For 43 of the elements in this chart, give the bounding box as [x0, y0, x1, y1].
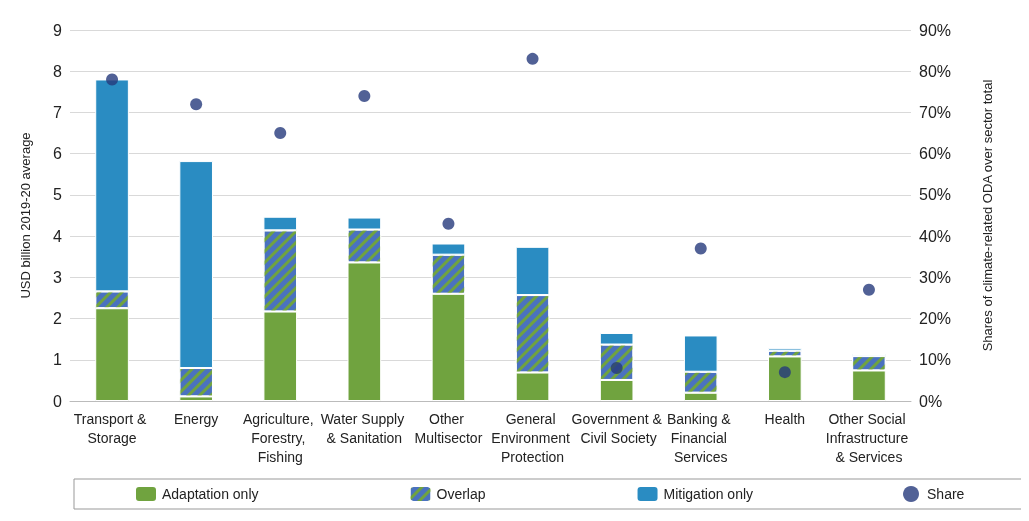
point: [190, 98, 203, 111]
y2-tick-label: 90%: [919, 21, 952, 39]
point: [358, 89, 371, 102]
legend-label: Adaptation only: [162, 486, 259, 502]
x-tick-label: Other Multisector: [414, 410, 483, 446]
x-tick-label: Banking & Financial Services: [666, 410, 735, 465]
x-tick-label: Health: [764, 410, 806, 427]
y2-tick-label: 80%: [919, 62, 952, 80]
y-tick-label: 8: [53, 62, 63, 80]
x-tick-label: Transport & Storage: [73, 410, 151, 446]
y-tick-label: 9: [53, 21, 63, 39]
y2-tick-label: 20%: [919, 310, 952, 328]
y2-tick-label: 50%: [919, 186, 952, 204]
y2-tick-label: 70%: [919, 103, 952, 121]
point: [274, 127, 287, 140]
point: [106, 73, 119, 86]
y-tick-label: 3: [53, 268, 63, 286]
y-tick-label: 4: [53, 227, 63, 245]
point: [694, 242, 707, 255]
point: [862, 283, 875, 296]
x-tick-label: Energy: [173, 410, 219, 427]
x-tick-label: Agriculture, Forestry, Fishing: [242, 410, 318, 465]
y2-tick-label: 10%: [919, 351, 952, 369]
y-tick-label: 1: [53, 351, 63, 369]
y2-axis-title: Shares of climate-related ODA over sector total: [980, 79, 995, 352]
legend-label: Overlap: [436, 486, 486, 502]
legend-label: Share: [927, 486, 965, 502]
x-tick-label: Water Supply & Sanitation: [320, 410, 409, 446]
y2-tick-label: 30%: [919, 268, 952, 286]
y-tick-label: 0: [53, 392, 63, 410]
y2-tick-label: 0%: [919, 392, 943, 410]
y-axis-title: USD billion 2019-20 average: [18, 132, 33, 299]
y2-tick-label: 60%: [919, 145, 952, 163]
y-tick-label: 5: [53, 186, 63, 204]
legend-label: Mitigation only: [663, 486, 754, 502]
x-tick-label: Government & Civil Society: [571, 410, 663, 446]
x-tick-label: Other Social Infrastructure & Services: [825, 410, 913, 465]
y2-tick-label: 40%: [919, 227, 952, 245]
point: [526, 52, 539, 65]
y-tick-label: 2: [53, 310, 63, 328]
point: [442, 217, 455, 230]
y-tick-label: 6: [53, 145, 63, 163]
y-tick-label: 7: [53, 103, 63, 121]
